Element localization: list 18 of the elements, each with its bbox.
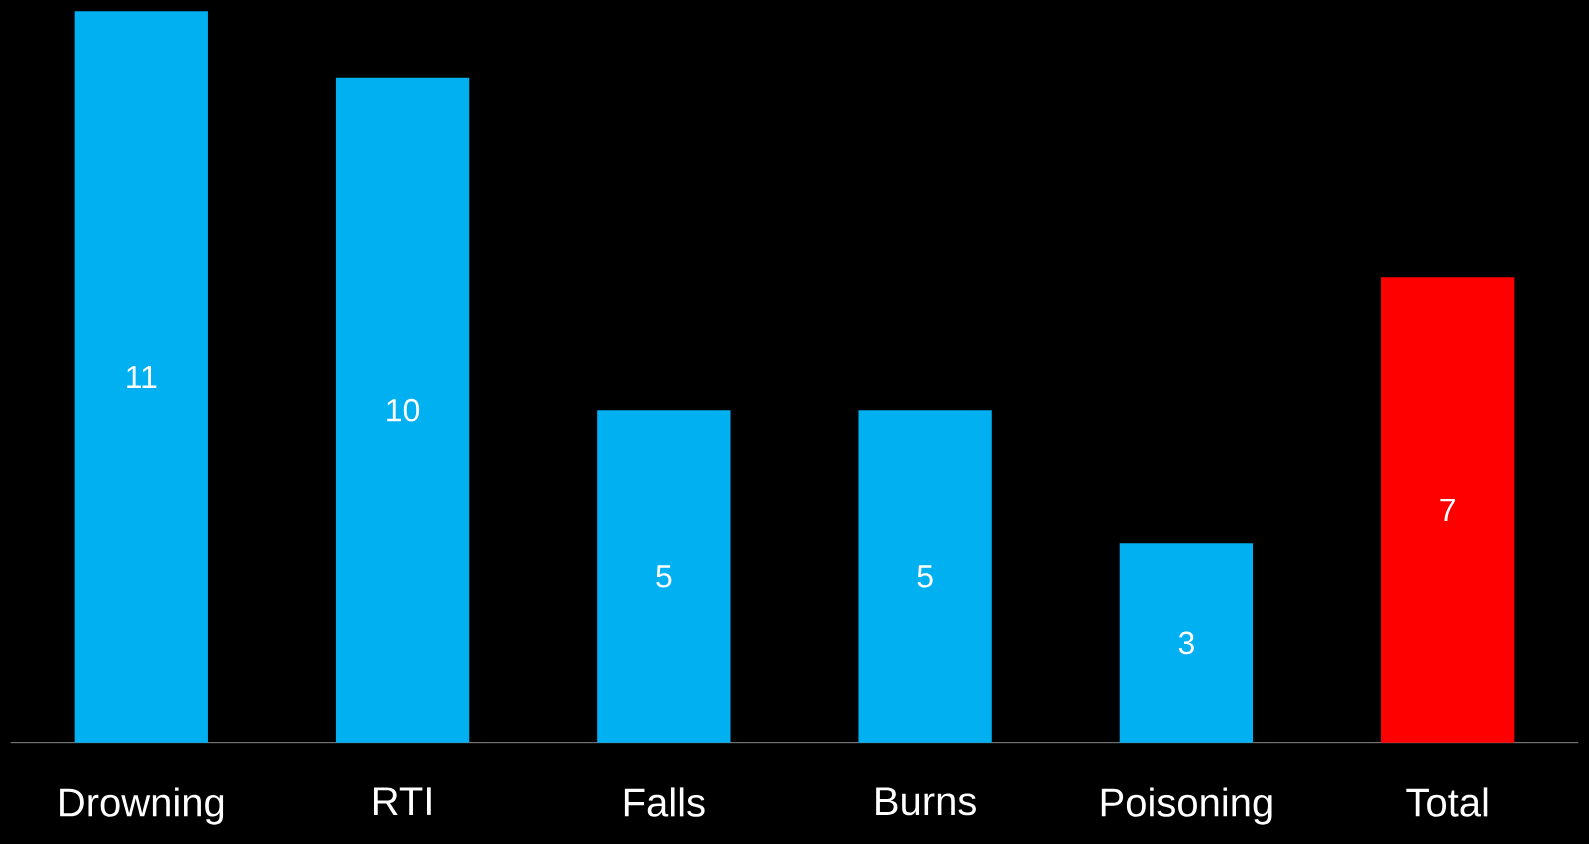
bar (1119, 543, 1254, 743)
bar (858, 410, 992, 743)
x-tick-label: RTI (374, 787, 431, 815)
data-label: 5 (917, 565, 933, 588)
bar (335, 77, 470, 743)
x-tick-label: Poisoning (1101, 787, 1272, 825)
data-label: 3 (1178, 631, 1194, 655)
x-tick-label: Total (1406, 787, 1488, 817)
bar (74, 11, 208, 743)
data-label: 7 (1440, 498, 1455, 521)
x-tick-label: Burns (876, 787, 976, 816)
x-tick-label: Falls (624, 787, 705, 817)
x-tick-label: Drowning (60, 787, 224, 825)
data-label: 11 (127, 365, 157, 388)
bar (1381, 277, 1515, 743)
data-label: 5 (656, 565, 672, 588)
bar (597, 410, 731, 743)
data-label: 10 (387, 398, 420, 422)
